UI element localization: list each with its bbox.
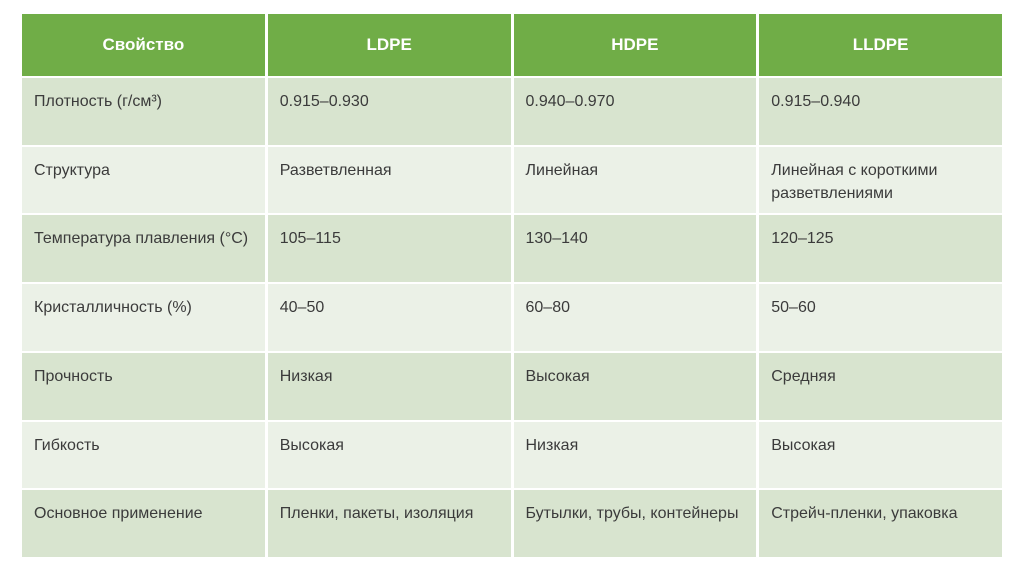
- value-cell: 60–80: [513, 284, 757, 351]
- value-cell: Разветвленная: [267, 146, 511, 214]
- property-cell: Структура: [22, 146, 265, 214]
- value-cell: 130–140: [513, 215, 757, 283]
- value-cell: Низкая: [267, 352, 511, 420]
- value-cell: Высокая: [759, 421, 1002, 489]
- value-cell: 120–125: [759, 215, 1002, 283]
- value-cell: 0.915–0.930: [267, 78, 511, 145]
- value-cell: Высокая: [513, 352, 757, 420]
- property-cell: Гибкость: [22, 421, 265, 489]
- header-cell-lldpe: LLDPE: [759, 14, 1002, 76]
- value-cell: 50–60: [759, 284, 1002, 351]
- header-cell-ldpe: LDPE: [267, 14, 511, 76]
- value-cell: Пленки, пакеты, изоляция: [267, 490, 511, 557]
- property-cell: Основное применение: [22, 490, 265, 557]
- value-cell: Линейная с короткими разветвлениями: [759, 146, 1002, 214]
- value-cell: Линейная: [513, 146, 757, 214]
- value-cell: Низкая: [513, 421, 757, 489]
- polymer-comparison-table: Свойство LDPE HDPE LLDPE Плотность (г/см…: [22, 14, 1002, 557]
- value-cell: Бутылки, трубы, контейнеры: [513, 490, 757, 557]
- property-cell: Кристалличность (%): [22, 284, 265, 351]
- value-cell: 105–115: [267, 215, 511, 283]
- property-cell: Плотность (г/см³): [22, 78, 265, 145]
- value-cell: 40–50: [267, 284, 511, 351]
- value-cell: Средняя: [759, 352, 1002, 420]
- property-cell: Температура плавления (°C): [22, 215, 265, 283]
- property-cell: Прочность: [22, 352, 265, 420]
- value-cell: Высокая: [267, 421, 511, 489]
- header-cell-hdpe: HDPE: [513, 14, 757, 76]
- value-cell: 0.915–0.940: [759, 78, 1002, 145]
- header-cell-property: Свойство: [22, 14, 265, 76]
- value-cell: Стрейч-пленки, упаковка: [759, 490, 1002, 557]
- value-cell: 0.940–0.970: [513, 78, 757, 145]
